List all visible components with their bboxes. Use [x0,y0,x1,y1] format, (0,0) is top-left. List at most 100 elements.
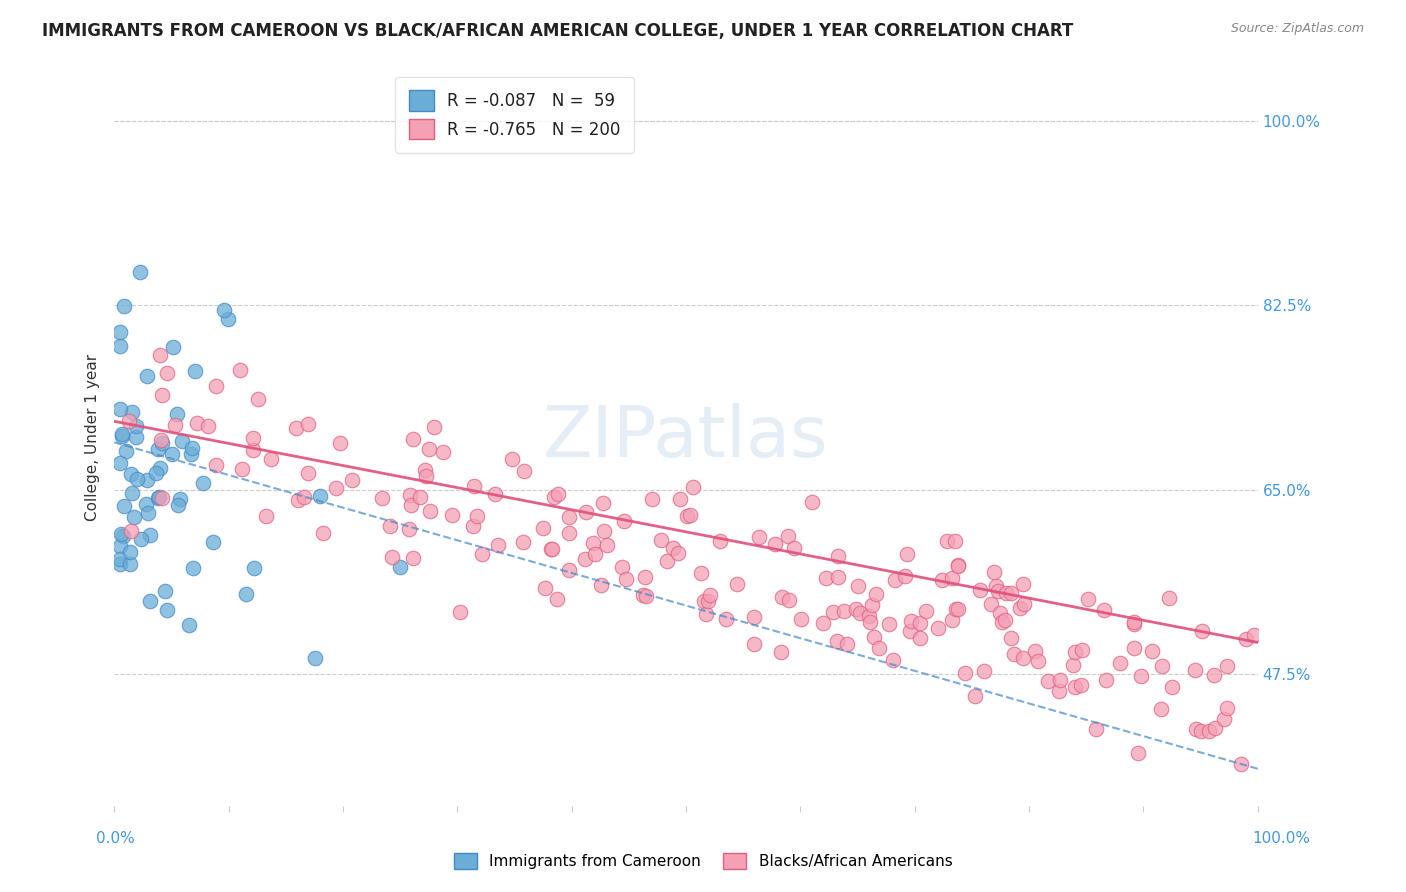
Point [156,603,179,617]
Point [150,436,173,450]
Point [969,583,991,598]
Point [994,613,1017,627]
Point [1159,591,1181,605]
Point [1038,673,1060,688]
Point [1012,650,1035,665]
Point [110,527,132,541]
Point [242,431,264,445]
Point [1215,658,1237,673]
Point [1063,681,1085,695]
Point [863,630,886,644]
Point [770,644,793,658]
Point [669,491,692,506]
Point [574,552,596,566]
Point [641,491,664,506]
Point [108,539,131,553]
Point [484,487,506,501]
Point [908,615,931,630]
Point [1204,721,1226,735]
Point [212,303,235,318]
Point [593,524,616,538]
Point [181,561,204,575]
Point [108,456,131,470]
Point [1084,722,1107,736]
Point [633,570,655,584]
Point [297,466,319,480]
Point [893,569,915,583]
Point [991,615,1014,630]
Point [650,533,672,547]
Point [139,528,162,542]
Point [149,348,172,362]
Point [108,552,131,566]
Point [675,509,697,524]
Point [465,508,488,523]
Point [1191,624,1213,638]
Point [931,574,953,588]
Point [914,603,936,617]
Point [181,441,204,455]
Point [197,418,219,433]
Point [501,451,523,466]
Point [118,414,141,428]
Point [613,514,636,528]
Point [1108,656,1130,670]
Point [108,326,131,340]
Point [948,558,970,573]
Point [546,591,568,606]
Point [1202,667,1225,681]
Point [1094,673,1116,687]
Point [742,637,765,651]
Point [329,435,352,450]
Point [1189,724,1212,739]
Point [884,573,907,587]
Point [111,429,134,443]
Y-axis label: College, Under 1 year: College, Under 1 year [86,353,100,521]
Point [167,499,190,513]
Point [1230,757,1253,772]
Point [825,634,848,648]
Point [531,521,554,535]
Point [983,565,1005,579]
Point [1062,657,1084,672]
Point [865,586,887,600]
Point [1243,627,1265,641]
Point [898,624,921,639]
Point [927,622,949,636]
Point [835,637,858,651]
Point [1150,702,1173,716]
Point [186,417,208,431]
Point [112,499,135,513]
Point [449,605,471,619]
Point [709,533,731,548]
Point [441,508,464,523]
Point [129,265,152,279]
Point [423,420,446,434]
Point [1064,645,1087,659]
Point [204,458,226,472]
Point [534,581,557,595]
Point [231,462,253,476]
Point [118,558,141,572]
Point [1215,701,1237,715]
Point [136,368,159,383]
Point [995,586,1018,600]
Point [882,653,904,667]
Point [596,538,619,552]
Point [823,606,845,620]
Point [610,559,633,574]
Point [575,504,598,518]
Point [813,616,835,631]
Point [415,469,437,483]
Point [879,617,901,632]
Point [988,606,1011,620]
Point [1123,640,1146,655]
Point [150,491,173,505]
Point [1047,683,1070,698]
Point [184,364,207,378]
Point [558,525,581,540]
Point [679,508,702,522]
Point [108,558,131,572]
Point [748,530,770,544]
Point [111,427,134,442]
